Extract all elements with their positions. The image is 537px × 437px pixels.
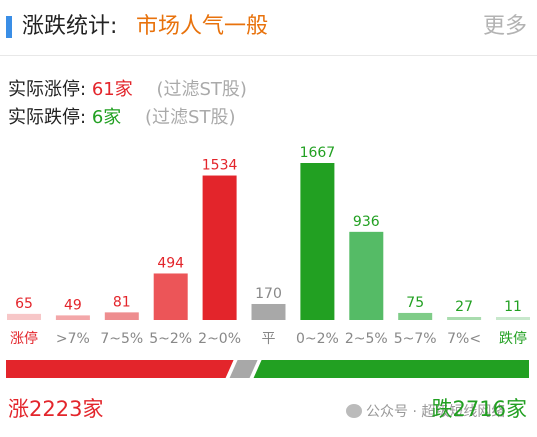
- total-up-count: 涨2223家: [8, 397, 104, 421]
- limit-down-stat: 实际跌停: 6家 (过滤ST股): [8, 106, 235, 130]
- bar-5: [251, 303, 286, 320]
- bar-value-10: 11: [504, 299, 522, 315]
- bar-9: [447, 317, 482, 320]
- bar-value-6: 1667: [300, 145, 336, 161]
- watermark: 公众号 · 超级短线网络: [346, 402, 505, 422]
- limit-down-label: 实际跌停:: [8, 107, 87, 128]
- bar-6: [300, 163, 335, 320]
- bar-value-0: 65: [15, 296, 33, 312]
- ratio-up-segment: [6, 360, 234, 378]
- header-title: 涨跌统计:: [22, 14, 118, 39]
- limit-down-value: 6家: [91, 107, 122, 128]
- limit-down-note: (过滤ST股): [145, 107, 236, 128]
- bar-2: [104, 312, 139, 320]
- limit-up-label: 实际涨停:: [8, 79, 87, 100]
- category-label-7: 2~5%: [345, 331, 388, 347]
- wechat-icon: [346, 404, 362, 418]
- bar-value-8: 75: [406, 295, 424, 311]
- bar-1: [55, 315, 90, 320]
- bar-value-7: 936: [353, 214, 380, 230]
- category-label-8: 5~7%: [394, 331, 437, 347]
- distribution-chart: 65 涨停 49 >7% 81 7~5% 494 5~2% 1534 2~0% 170 平 1667 0~…: [7, 145, 530, 347]
- limit-up-value: 61家: [91, 79, 133, 100]
- bar-value-9: 27: [455, 299, 473, 315]
- ratio-flat-segment: [229, 360, 258, 378]
- bar-7: [349, 231, 384, 320]
- category-label-3: 5~2%: [149, 331, 192, 347]
- bar-value-2: 81: [113, 294, 131, 310]
- category-label-1: >7%: [56, 331, 90, 347]
- category-label-4: 2~0%: [198, 331, 241, 347]
- watermark-text: 公众号 · 超级短线网络: [366, 404, 506, 420]
- market-sentiment-status: 市场人气一般: [136, 14, 269, 39]
- category-label-6: 0~2%: [296, 331, 339, 347]
- total-down-count: 跌2716家: [431, 397, 527, 421]
- bar-value-4: 1534: [202, 158, 238, 174]
- ratio-down-segment: [253, 360, 529, 378]
- header: 涨跌统计: 市场人气一般 更多: [0, 0, 537, 56]
- bar-10: [496, 317, 530, 320]
- bar-value-1: 49: [64, 297, 82, 313]
- bar-value-3: 494: [157, 255, 184, 271]
- category-label-5: 平: [262, 331, 276, 347]
- bar-3: [153, 273, 188, 320]
- more-link[interactable]: 更多: [482, 14, 527, 39]
- bar-value-5: 170: [255, 286, 282, 302]
- category-label-10: 跌停: [499, 330, 527, 347]
- category-label-2: 7~5%: [100, 331, 143, 347]
- bar-8: [398, 312, 433, 320]
- up-down-ratio-bar: [6, 360, 529, 378]
- limit-up-note: (过滤ST股): [156, 79, 247, 100]
- header-accent-bar: [6, 16, 12, 38]
- bar-0: [7, 313, 41, 320]
- limit-up-stat: 实际涨停: 61家 (过滤ST股): [8, 78, 247, 102]
- bar-4: [202, 175, 237, 320]
- category-label-9: 7%<: [447, 331, 481, 347]
- category-label-0: 涨停: [10, 330, 38, 347]
